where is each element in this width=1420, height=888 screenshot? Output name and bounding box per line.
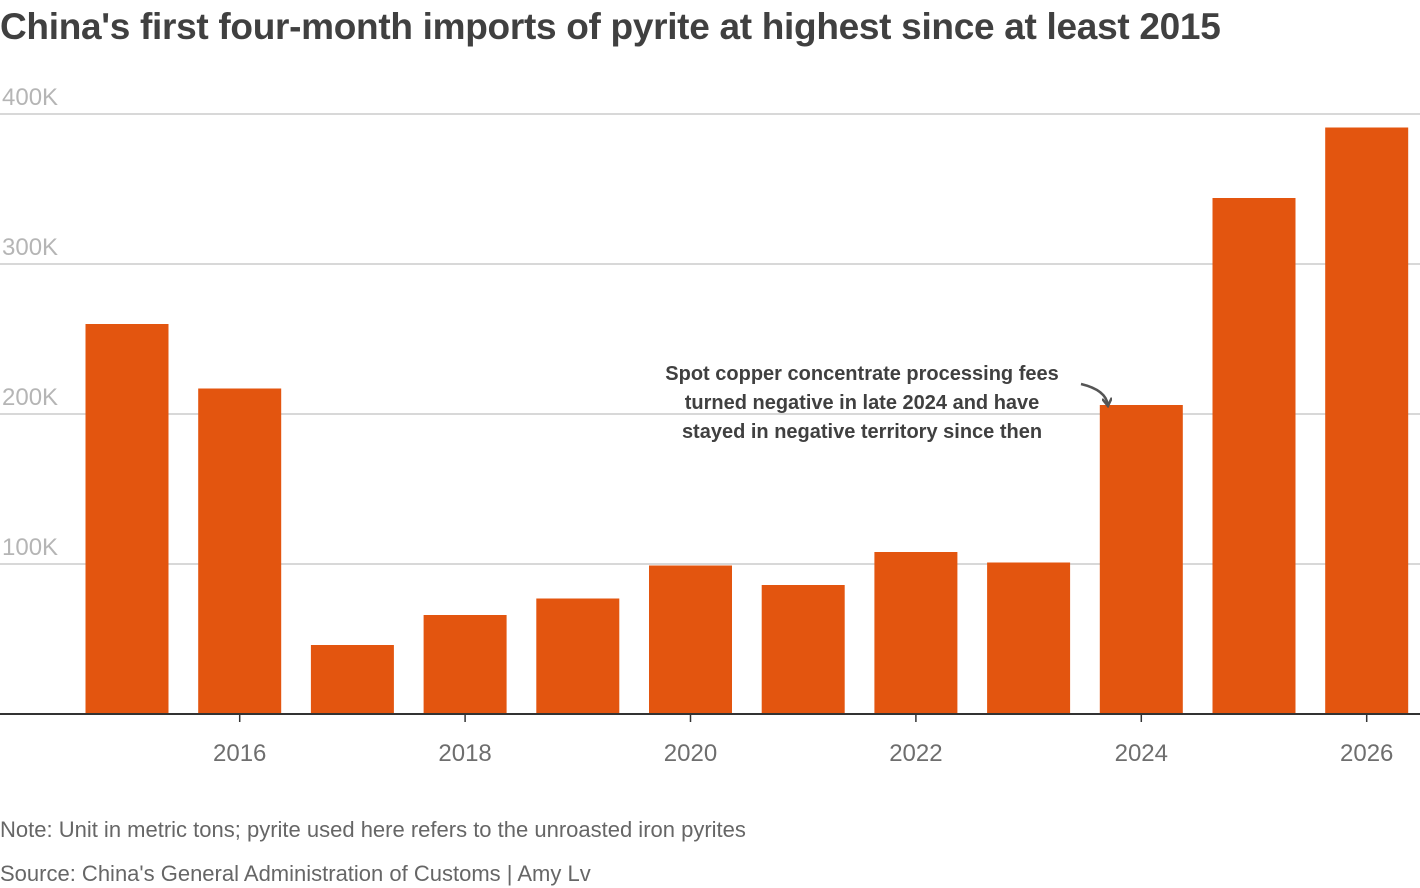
bars [85, 127, 1409, 714]
x-tick-label: 2024 [1115, 740, 1168, 767]
annotation-line: stayed in negative territory since then [682, 421, 1042, 443]
x-tick-label: 2026 [1340, 740, 1393, 767]
bar-2018 [423, 615, 507, 714]
bar-2015 [85, 324, 169, 714]
y-tick-label: 100K [2, 534, 58, 561]
bar-2016 [198, 388, 282, 714]
bar-2026 [1325, 127, 1409, 714]
bar-2025 [1212, 198, 1296, 714]
x-axis: 2016 2018 2020 2022 2024 2026 [0, 713, 1420, 767]
bar-2023 [987, 562, 1071, 714]
annotation-line: Spot copper concentrate processing fees [665, 363, 1058, 385]
y-tick-label: 200K [2, 384, 58, 411]
y-tick-label: 300K [2, 234, 58, 261]
x-tick-label: 2022 [889, 740, 942, 767]
chart-note: Note: Unit in metric tons; pyrite used h… [0, 817, 746, 842]
x-tick-label: 2018 [438, 740, 491, 767]
annotation-arrow [1080, 382, 1108, 405]
annotation-line: turned negative in late 2024 and have [685, 392, 1040, 414]
bar-2021 [761, 585, 845, 714]
bar-2022 [874, 552, 958, 714]
annotation: Spot copper concentrate processing fees t… [665, 363, 1108, 443]
x-tick-label: 2016 [213, 740, 266, 767]
chart-title: China's first four-month imports of pyri… [0, 6, 1221, 47]
y-tick-label: 400K [2, 84, 58, 111]
bar-2024 [1099, 405, 1183, 714]
bar-2017 [310, 645, 394, 714]
bar-2020 [649, 565, 732, 714]
bar-2019 [536, 598, 620, 714]
chart-source: Source: China's General Administration o… [0, 861, 591, 886]
x-tick-label: 2020 [664, 740, 717, 767]
